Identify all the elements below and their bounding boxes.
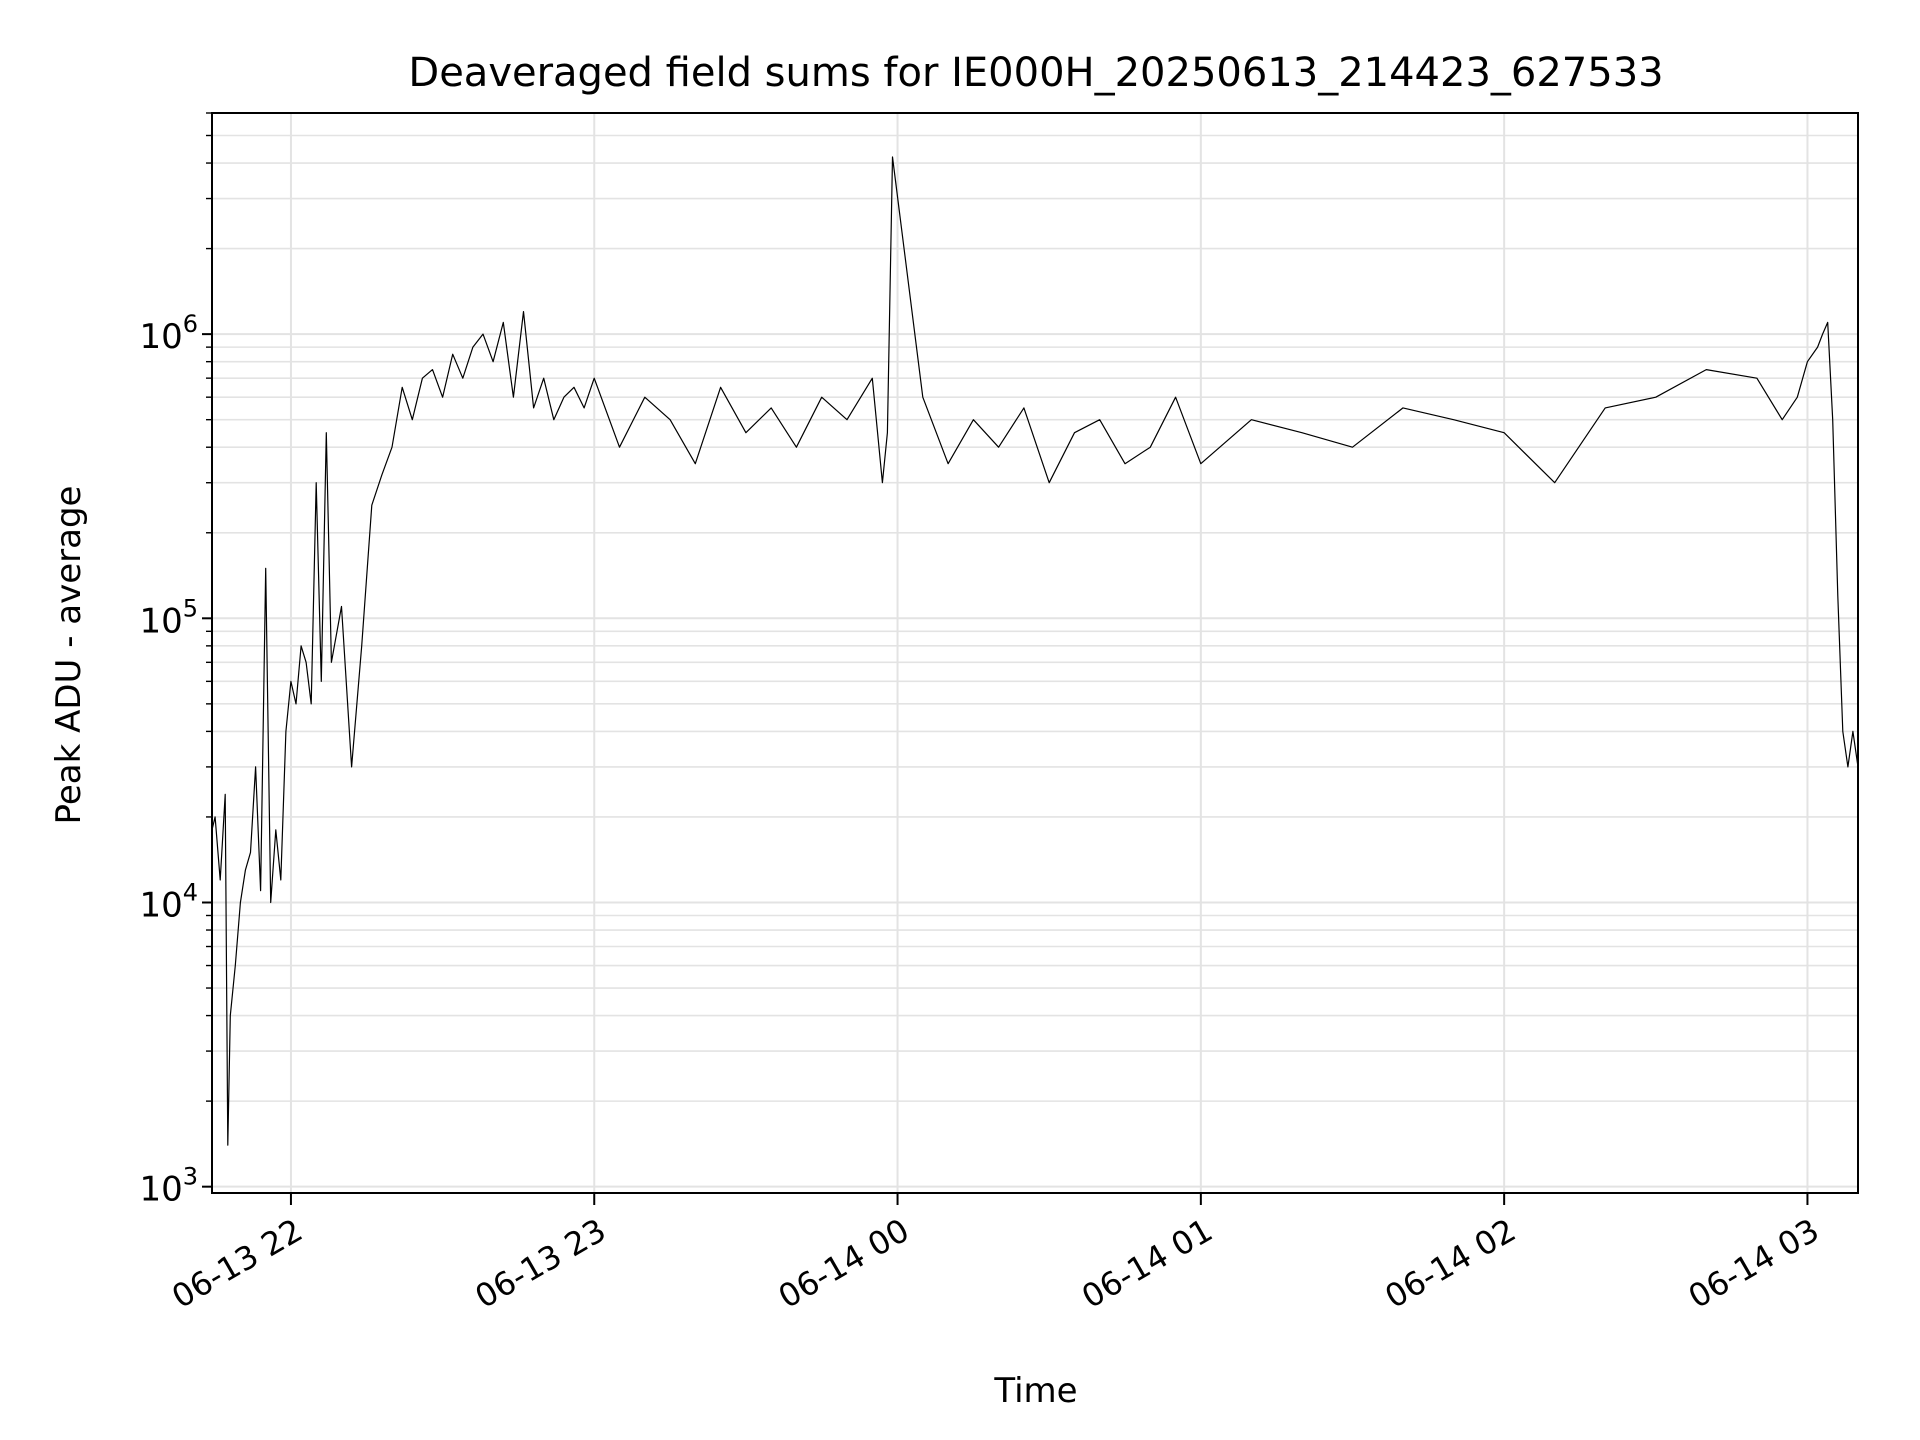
y-tick-label: 104 (139, 878, 198, 925)
y-tick-label: 103 (139, 1163, 198, 1210)
y-tick-exponent: 4 (183, 878, 198, 906)
y-tick-exponent: 3 (183, 1163, 198, 1191)
series-line (211, 156, 1859, 1146)
plot-frame (211, 112, 1859, 1194)
chart-title: Deaveraged field sums for IE000H_2025061… (408, 50, 1663, 96)
grid (212, 112, 1858, 1193)
y-axis-label: Peak ADU - average (49, 486, 89, 825)
y-tick-exponent: 6 (183, 310, 198, 338)
y-tick-base: 10 (139, 1170, 182, 1210)
y-tick-base: 10 (139, 317, 182, 357)
y-tick-label: 106 (139, 310, 198, 357)
y-tick-base: 10 (139, 885, 182, 925)
y-tick-label: 105 (139, 594, 198, 641)
y-tick-base: 10 (139, 601, 182, 641)
y-tick-exponent: 5 (183, 594, 198, 622)
x-axis-label: Time (993, 1371, 1077, 1411)
